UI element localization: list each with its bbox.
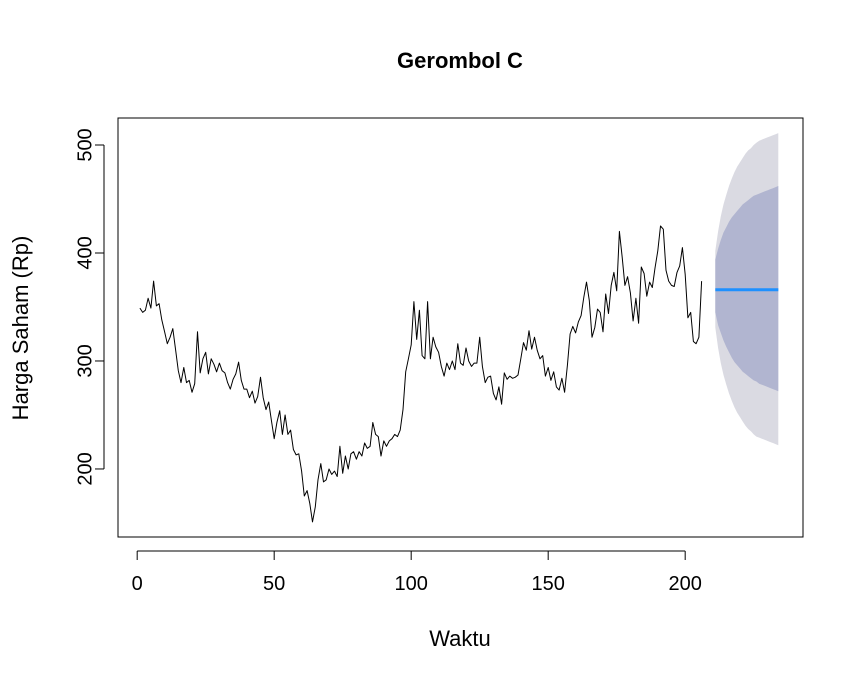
y-tick-label: 300: [74, 344, 96, 377]
y-axis-label: Harga Saham (Rp): [8, 236, 33, 421]
x-tick-label: 150: [531, 573, 564, 595]
y-tick-label: 500: [74, 128, 96, 161]
y-tick-label: 400: [74, 236, 96, 269]
series-line: [139, 225, 703, 523]
x-tick-label: 200: [668, 573, 701, 595]
y-tick-label: 200: [74, 452, 96, 485]
plot-area: [139, 133, 779, 523]
x-axis-label: Waktu: [429, 626, 491, 651]
x-tick-label: 50: [263, 573, 285, 595]
chart-title: Gerombol C: [397, 48, 523, 73]
plot-frame: [117, 117, 804, 538]
x-tick-label: 0: [132, 573, 143, 595]
x-tick-label: 100: [394, 573, 427, 595]
